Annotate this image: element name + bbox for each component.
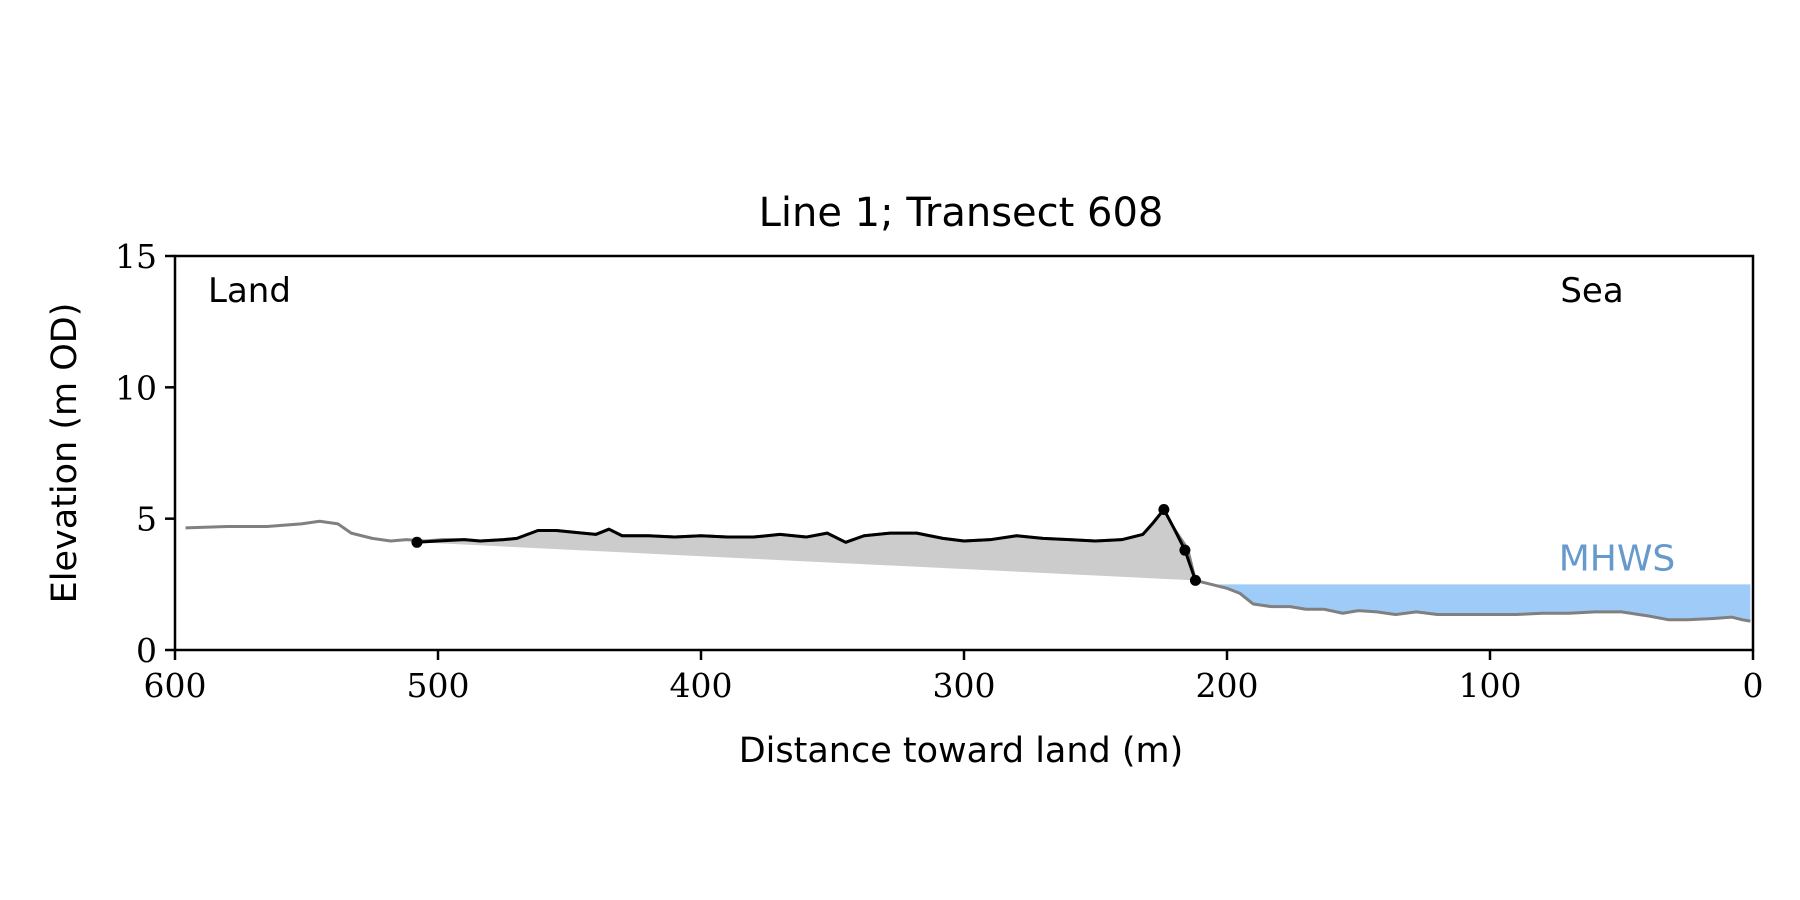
y-tick-label: 10 (115, 368, 157, 407)
x-axis-label: Distance toward land (m) (739, 731, 1184, 771)
x-tick-label: 500 (407, 666, 470, 705)
chart-title: Line 1; Transect 608 (759, 190, 1164, 236)
y-axis-label: Elevation (m OD) (45, 303, 85, 604)
y-axis: 0 5 10 15 (115, 237, 175, 670)
x-tick-label: 0 (1743, 666, 1764, 705)
x-tick-label: 600 (144, 666, 207, 705)
y-tick-label: 15 (115, 237, 157, 276)
series-line-dune (416, 507, 1197, 581)
mhws-label: MHWS (1559, 538, 1676, 579)
x-tick-label: 300 (933, 666, 996, 705)
dune-marker (411, 536, 423, 548)
x-tick-label: 100 (1459, 666, 1522, 705)
dune-volume-fill (416, 509, 1196, 581)
annotation-land: Land (208, 271, 291, 311)
x-axis: 600 500 400 300 200 100 0 (144, 650, 1764, 705)
plot-area (185, 503, 1751, 623)
annotation-sea: Sea (1560, 271, 1623, 311)
y-tick-label: 5 (136, 500, 157, 539)
y-tick-label: 0 (136, 631, 157, 670)
dune-marker (1189, 574, 1201, 586)
x-tick-label: 400 (670, 666, 733, 705)
x-tick-label: 200 (1196, 666, 1259, 705)
dune-marker (1158, 503, 1170, 515)
dune-marker (1179, 544, 1191, 556)
